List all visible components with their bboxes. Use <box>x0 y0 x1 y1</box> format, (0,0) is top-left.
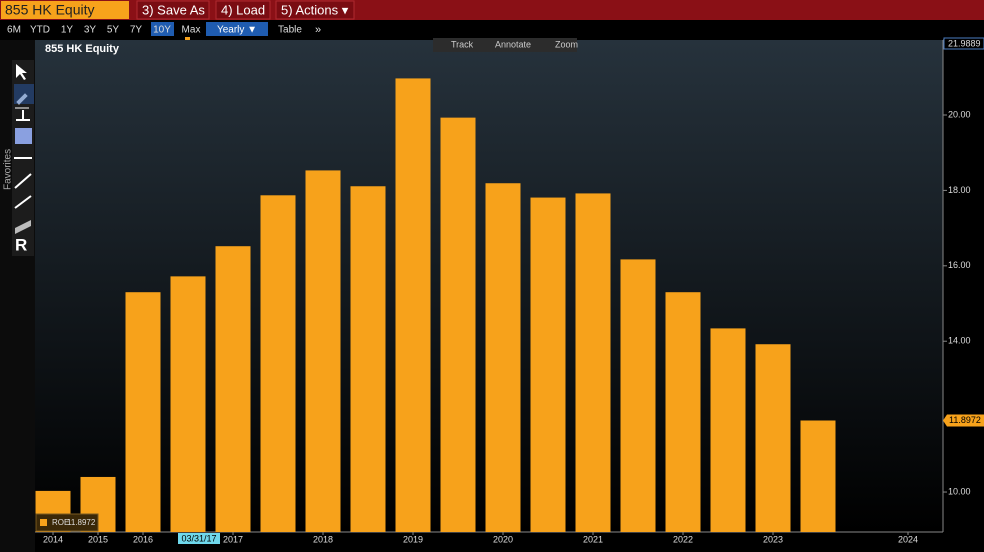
period-button[interactable]: Max <box>182 25 201 36</box>
x-tick-label: 2023 <box>763 534 783 544</box>
bar <box>665 292 701 532</box>
y-tick-label: 20.00 <box>948 109 971 119</box>
period-button[interactable]: 6M <box>7 25 21 36</box>
bar <box>485 183 521 532</box>
bar <box>620 259 656 532</box>
channel-tool[interactable] <box>14 195 32 209</box>
toolbar-button-label[interactable]: 3) Save As <box>142 2 205 17</box>
bar <box>530 197 566 532</box>
y-tick-label: 14.00 <box>948 336 971 346</box>
y-tick-label: 18.00 <box>948 185 971 195</box>
period-button[interactable]: 1Y <box>61 25 74 36</box>
favorites-tab[interactable]: Favorites <box>3 149 14 190</box>
period-button[interactable]: 7Y <box>130 25 143 36</box>
x-tick-label: 2017 <box>223 534 243 544</box>
last-value-marker <box>943 414 984 427</box>
y-tick-label: 10.00 <box>948 486 971 496</box>
chart-tool[interactable]: Zoom <box>555 39 578 49</box>
tool-highlight <box>14 84 34 104</box>
frequency-box[interactable] <box>206 22 268 36</box>
bar <box>440 117 476 532</box>
bar <box>305 170 341 532</box>
x-tick-label: 2024 <box>898 534 918 544</box>
chart-tool[interactable]: Annotate <box>495 39 531 49</box>
toolbar-button-label[interactable]: 4) Load <box>221 2 265 17</box>
chart-title: 855 HK Equity <box>45 43 120 55</box>
x-tick-label: 2015 <box>88 534 108 544</box>
x-tick-label: 2022 <box>673 534 693 544</box>
chart-tool[interactable]: Track <box>451 39 474 49</box>
text-tool[interactable] <box>15 128 32 144</box>
x-tick-label: 2019 <box>403 534 423 544</box>
bar <box>800 420 836 532</box>
toolbar-button[interactable] <box>275 0 355 20</box>
cursor-date: 03/31/17 <box>181 533 216 543</box>
toolbar-button-label[interactable]: 5) Actions ▾ <box>281 2 349 17</box>
x-tick-label: 2014 <box>43 534 63 544</box>
table-button[interactable]: Table <box>278 25 302 36</box>
more-button[interactable]: » <box>315 24 321 36</box>
x-tick-label: 2016 <box>133 534 153 544</box>
toolbar-button[interactable] <box>215 0 271 20</box>
tool-r[interactable]: R <box>15 235 27 254</box>
cursor-date-box <box>178 533 220 544</box>
x-tick-label: 2018 <box>313 534 333 544</box>
legend-swatch <box>40 519 47 526</box>
fib-tool[interactable] <box>15 220 31 234</box>
x-tick-label: 2020 <box>493 534 513 544</box>
frequency[interactable]: Yearly ▼ <box>217 25 257 36</box>
period-button[interactable]: 10Y <box>153 25 171 36</box>
bar <box>755 344 791 532</box>
y-tick-label: 21.9889 <box>948 38 981 48</box>
legend-name: ROE <box>52 518 69 527</box>
x-tick-label: 2021 <box>583 534 603 544</box>
chart-tools-bar <box>433 38 577 52</box>
bar <box>215 246 251 532</box>
period-button[interactable]: 5Y <box>107 25 120 36</box>
bar <box>710 328 746 532</box>
bar <box>575 193 611 532</box>
tool-icon[interactable] <box>16 110 30 121</box>
legend-value: 11.8972 <box>67 518 96 527</box>
bar <box>395 78 431 533</box>
period-selected[interactable] <box>151 22 174 36</box>
bar <box>260 195 296 532</box>
bar <box>170 276 206 532</box>
bar <box>125 292 161 532</box>
last-value-label: 11.8972 <box>949 415 981 425</box>
toolbar-button[interactable] <box>136 0 210 20</box>
y-tick-label: 16.00 <box>948 260 971 270</box>
period-button[interactable]: YTD <box>30 25 50 36</box>
legend-box <box>35 513 99 532</box>
trend-tool[interactable] <box>14 173 32 189</box>
pointer-icon[interactable] <box>16 64 27 80</box>
ticker-box[interactable] <box>1 1 129 19</box>
period-marker <box>185 37 190 40</box>
ticker[interactable]: 855 HK Equity <box>5 2 95 18</box>
period-button[interactable]: 3Y <box>84 25 97 36</box>
y-top-label-box <box>943 37 984 50</box>
bar <box>350 186 386 532</box>
